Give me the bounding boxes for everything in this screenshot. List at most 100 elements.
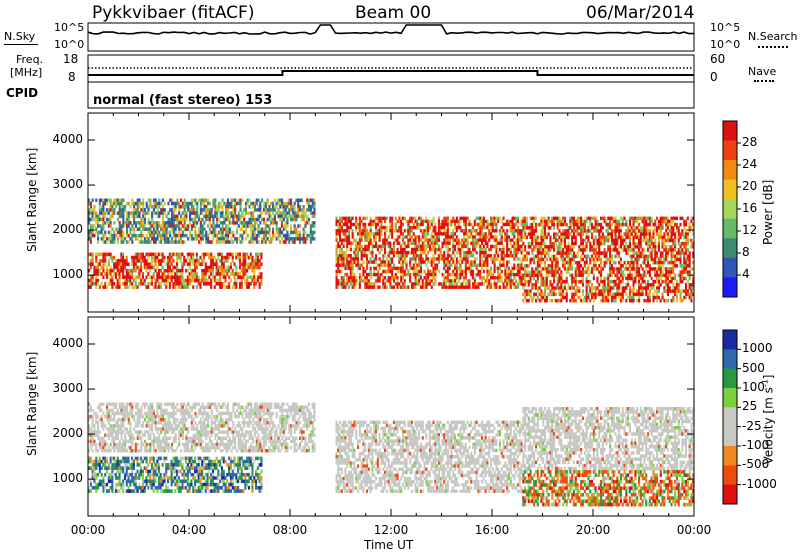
range-cell xyxy=(257,227,260,231)
range-cell xyxy=(196,201,199,206)
range-cell xyxy=(448,222,451,227)
range-cell xyxy=(448,282,451,286)
range-cell xyxy=(104,259,107,263)
range-cell xyxy=(123,278,126,283)
range-cell xyxy=(580,254,583,259)
range-cell xyxy=(659,229,662,233)
range-cell xyxy=(256,252,259,257)
range-cell xyxy=(138,275,141,280)
range-cell xyxy=(232,240,235,244)
range-cell xyxy=(172,217,175,222)
range-cell xyxy=(154,211,157,215)
range-cell xyxy=(190,205,193,209)
range-cell xyxy=(647,254,650,259)
range-cell xyxy=(472,229,475,233)
range-cell xyxy=(659,232,662,236)
range-cell xyxy=(679,248,682,252)
range-cell xyxy=(477,263,480,267)
range-cell xyxy=(538,286,541,290)
range-cell xyxy=(107,217,110,222)
range-cell xyxy=(346,272,349,277)
range-cell xyxy=(109,275,112,280)
range-cell xyxy=(270,240,273,244)
range-cell xyxy=(152,201,155,206)
range-cell xyxy=(237,211,240,215)
range-cell xyxy=(609,232,612,236)
range-cell xyxy=(571,245,574,249)
range-cell xyxy=(152,198,155,202)
range-cell xyxy=(545,276,548,281)
range-cell xyxy=(268,224,271,228)
range-cell xyxy=(142,227,145,231)
range-cell xyxy=(511,269,514,274)
range-cell xyxy=(186,282,189,286)
range-cell xyxy=(244,262,247,266)
range-cell xyxy=(609,219,612,224)
range-cell xyxy=(185,211,188,215)
range-cell xyxy=(473,260,476,264)
range-cell xyxy=(268,217,271,222)
range-cell xyxy=(311,237,314,241)
range-cell xyxy=(290,208,293,212)
range-cell xyxy=(229,272,232,276)
range-cell xyxy=(226,205,229,209)
range-cell xyxy=(683,241,686,246)
range-cell xyxy=(214,208,217,212)
range-cell xyxy=(216,240,219,244)
range-cell xyxy=(192,262,195,266)
range-cell xyxy=(277,214,280,219)
range-cell xyxy=(481,238,484,242)
range-cell xyxy=(401,241,404,245)
range-cell xyxy=(342,216,345,220)
range-cell xyxy=(221,198,224,202)
range-cell xyxy=(551,254,554,259)
range-cell xyxy=(513,257,516,261)
range-cell xyxy=(529,232,532,236)
range-cell xyxy=(652,292,655,297)
range-cell xyxy=(641,279,644,284)
range-cell xyxy=(607,229,610,233)
range-cell xyxy=(439,247,442,252)
range-cell xyxy=(163,224,166,228)
range-cell xyxy=(217,265,220,270)
range-cell xyxy=(553,241,556,246)
range-cell xyxy=(455,266,458,271)
range-cell xyxy=(89,252,92,257)
range-cell xyxy=(513,282,516,286)
range-cell xyxy=(362,272,365,277)
range-cell xyxy=(172,240,175,244)
range-cell xyxy=(192,208,195,212)
freq-tick-bottom: 8 xyxy=(68,70,76,84)
range-cell xyxy=(670,245,673,249)
range-cell xyxy=(437,254,440,258)
range-cell xyxy=(371,260,374,264)
range-cell xyxy=(93,268,96,273)
range-cell xyxy=(217,255,220,260)
range-cell xyxy=(281,237,284,241)
range-cell xyxy=(392,244,395,249)
range-cell xyxy=(470,263,473,267)
range-cell xyxy=(366,254,369,258)
range-cell xyxy=(405,229,408,233)
range-cell xyxy=(391,257,394,261)
range-cell xyxy=(198,227,201,231)
range-cell xyxy=(120,198,123,202)
range-cell xyxy=(484,257,487,261)
range-cell xyxy=(565,232,568,236)
range-cell xyxy=(596,279,599,284)
range-cell xyxy=(616,254,619,259)
range-cell xyxy=(427,238,430,242)
range-cell xyxy=(497,257,500,261)
range-cell xyxy=(122,272,125,276)
range-cell xyxy=(140,278,143,283)
range-cell xyxy=(610,273,613,278)
range-cell xyxy=(380,222,383,227)
range-cell xyxy=(616,238,619,243)
range-cell xyxy=(578,267,581,271)
range-cell xyxy=(244,230,247,235)
range-cell xyxy=(639,292,642,297)
range-cell xyxy=(560,232,563,236)
range-cell xyxy=(387,241,390,245)
range-cell xyxy=(470,229,473,233)
range-cell xyxy=(681,241,684,246)
